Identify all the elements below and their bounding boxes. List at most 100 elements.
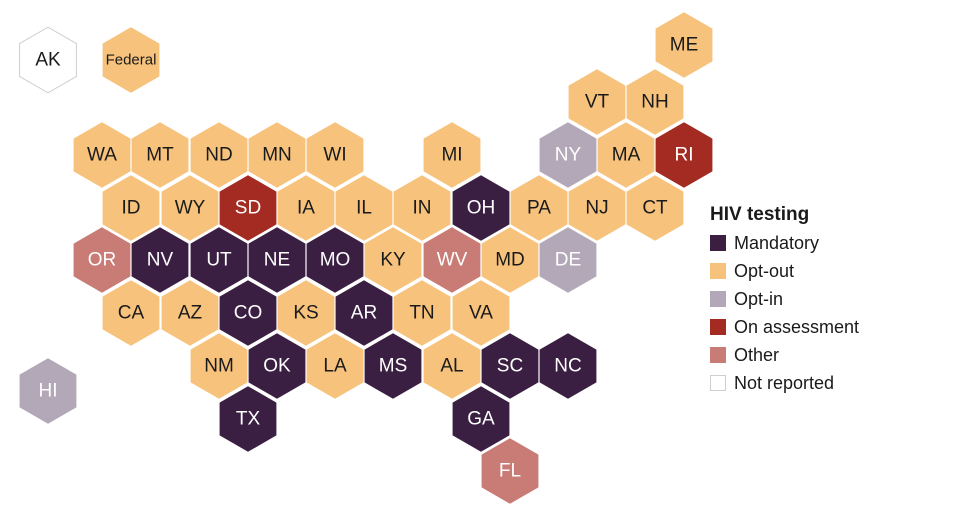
state-hex-nh xyxy=(626,69,684,135)
state-label-ia: IA xyxy=(297,198,315,219)
state-label-pa: PA xyxy=(527,198,551,219)
state-hex-nc xyxy=(539,333,597,399)
state-label-al: AL xyxy=(440,356,463,377)
legend-item-mandatory: Mandatory xyxy=(710,229,910,257)
state-label-ny: NY xyxy=(555,145,582,166)
state-hex-la xyxy=(306,333,364,399)
state-hex-tn xyxy=(393,280,451,346)
state-hex-ny xyxy=(539,122,597,188)
state-tile-nv: NV xyxy=(131,227,189,293)
state-hex-mn xyxy=(248,122,306,188)
state-tile-ar: AR xyxy=(335,280,393,346)
state-tile-ny: NY xyxy=(539,122,597,188)
state-label-vt: VT xyxy=(585,92,610,113)
state-label-wv: WV xyxy=(437,250,468,271)
state-tile-tx: TX xyxy=(219,386,277,452)
state-label-federal: Federal xyxy=(106,52,157,69)
legend-swatch-mandatory xyxy=(710,235,726,251)
state-hex-nv xyxy=(131,227,189,293)
state-tile-al: AL xyxy=(423,333,481,399)
state-hex-ut xyxy=(190,227,248,293)
legend-title: HIV testing xyxy=(710,204,810,225)
state-label-la: LA xyxy=(323,356,347,377)
state-tile-va: VA xyxy=(452,280,510,346)
state-hex-in xyxy=(393,175,451,241)
state-tile-mi: MI xyxy=(423,122,481,188)
state-hex-oh xyxy=(452,175,510,241)
legend-label-optout: Opt-out xyxy=(734,260,795,281)
state-label-ca: CA xyxy=(118,303,145,324)
state-tile-wv: WV xyxy=(423,227,481,293)
state-label-wi: WI xyxy=(323,145,346,166)
state-hex-nd xyxy=(190,122,248,188)
state-tile-vt: VT xyxy=(568,69,626,135)
state-tile-wa: WA xyxy=(73,122,131,188)
state-label-ms: MS xyxy=(379,356,408,377)
state-tile-ga: GA xyxy=(452,386,510,452)
state-hex-federal xyxy=(102,27,160,93)
legend-label-other: Other xyxy=(734,344,780,365)
legend-item-assess: On assessment xyxy=(710,313,910,341)
state-tile-ca: CA xyxy=(102,280,160,346)
state-tile-de: DE xyxy=(539,227,597,293)
state-label-az: AZ xyxy=(178,303,203,324)
state-label-ut: UT xyxy=(206,250,232,271)
state-label-nm: NM xyxy=(204,356,234,377)
state-tile-il: IL xyxy=(335,175,393,241)
state-tile-md: MD xyxy=(481,227,539,293)
state-label-ga: GA xyxy=(467,409,495,430)
state-label-me: ME xyxy=(670,35,699,56)
state-hex-co xyxy=(219,280,277,346)
state-hex-ky xyxy=(364,227,422,293)
state-hex-ar xyxy=(335,280,393,346)
state-tile-tn: TN xyxy=(393,280,451,346)
state-hex-pa xyxy=(510,175,568,241)
legend-label-mandatory: Mandatory xyxy=(734,232,820,253)
state-label-hi: HI xyxy=(39,381,58,402)
legend-swatch-none xyxy=(710,375,726,391)
state-label-nj: NJ xyxy=(585,198,608,219)
state-label-ri: RI xyxy=(675,145,694,166)
state-label-nv: NV xyxy=(147,250,174,271)
state-label-nd: ND xyxy=(205,145,232,166)
state-tile-ct: CT xyxy=(626,175,684,241)
state-label-sc: SC xyxy=(497,356,523,377)
state-hex-ct xyxy=(626,175,684,241)
state-hex-wy xyxy=(161,175,219,241)
state-tile-co: CO xyxy=(219,280,277,346)
state-hex-sd xyxy=(219,175,277,241)
state-hex-wv xyxy=(423,227,481,293)
state-hex-mt xyxy=(131,122,189,188)
state-tile-nj: NJ xyxy=(568,175,626,241)
state-hex-de xyxy=(539,227,597,293)
legend-item-optout: Opt-out xyxy=(710,257,910,285)
state-tile-ks: KS xyxy=(277,280,335,346)
state-hex-vt xyxy=(568,69,626,135)
state-label-sd: SD xyxy=(235,198,261,219)
state-hex-ga xyxy=(452,386,510,452)
state-tile-me: ME xyxy=(655,12,713,78)
state-label-ar: AR xyxy=(351,303,377,324)
state-tile-mn: MN xyxy=(248,122,306,188)
state-hex-ca xyxy=(102,280,160,346)
state-hex-ak xyxy=(19,26,77,94)
legend: HIV testing Mandatory Opt-out Opt-in On … xyxy=(710,201,910,397)
state-hex-ri xyxy=(655,122,713,188)
state-tile-wi: WI xyxy=(306,122,364,188)
state-tile-hi: HI xyxy=(19,358,77,424)
state-tile-wy: WY xyxy=(161,175,219,241)
state-label-in: IN xyxy=(413,198,432,219)
legend-label-optin: Opt-in xyxy=(734,288,784,309)
legend-label-none: Not reported xyxy=(734,372,835,393)
state-tile-fl: FL xyxy=(481,438,539,504)
state-label-tx: TX xyxy=(236,409,261,430)
state-tile-pa: PA xyxy=(510,175,568,241)
state-tile-mo: MO xyxy=(306,227,364,293)
state-tile-federal: Federal xyxy=(102,27,160,93)
state-label-ma: MA xyxy=(612,145,641,166)
state-label-ct: CT xyxy=(642,198,668,219)
legend-swatch-assess xyxy=(710,319,726,335)
state-label-wy: WY xyxy=(175,198,206,219)
state-tile-mt: MT xyxy=(131,122,189,188)
